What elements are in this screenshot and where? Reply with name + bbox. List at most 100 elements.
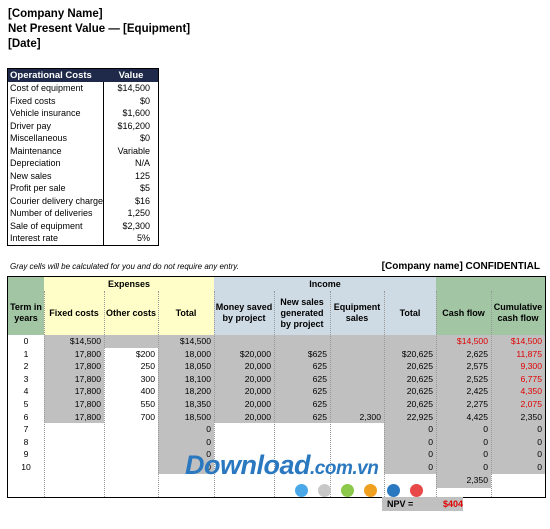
value-cell: 0 (384, 435, 436, 449)
value-cell: $14,500 (436, 335, 491, 348)
value-cell[interactable]: 250 (104, 360, 158, 373)
value-cell (44, 435, 104, 449)
value-cell: 0 (384, 461, 436, 474)
value-cell[interactable] (214, 461, 274, 474)
value-cell[interactable]: $200 (104, 347, 158, 361)
op-cost-value[interactable]: $2,300 (122, 220, 150, 231)
column-header: Cumulative cash flow (491, 291, 545, 335)
op-cost-value[interactable]: $0 (139, 133, 150, 143)
value-cell[interactable]: 20,000 (214, 372, 274, 386)
year-cell: 0 (8, 335, 44, 348)
op-cost-value[interactable]: $5 (139, 183, 150, 193)
value-cell: 0 (436, 435, 491, 449)
income-group-header: Income (214, 277, 436, 291)
value-cell[interactable] (330, 360, 384, 373)
value-cell[interactable]: 20,000 (214, 385, 274, 398)
value-cell[interactable]: 300 (104, 372, 158, 386)
value-cell: 20,625 (384, 398, 436, 411)
value-cell[interactable] (214, 448, 274, 461)
value-cell[interactable] (214, 423, 274, 436)
value-cell: 18,000 (158, 347, 214, 361)
value-cell[interactable]: 20,000 (214, 398, 274, 411)
value-cell[interactable] (214, 435, 274, 449)
value-cell: 2,350 (491, 410, 545, 424)
value-cell[interactable]: 700 (104, 410, 158, 424)
op-cost-row: Maintenance Variable (8, 144, 158, 157)
op-cost-value[interactable]: $14,500 (117, 83, 150, 93)
op-cost-value[interactable]: $1,600 (122, 108, 150, 118)
value-cell[interactable] (104, 448, 158, 461)
watermark: Download.com.vn (185, 450, 379, 481)
value-cell[interactable] (214, 335, 274, 348)
value-cell[interactable] (330, 448, 384, 461)
value-cell[interactable] (330, 385, 384, 398)
op-cost-label: Driver pay (8, 119, 104, 132)
value-cell[interactable]: 2,300 (330, 410, 384, 424)
value-cell[interactable] (104, 423, 158, 436)
year-cell: 6 (8, 410, 44, 424)
column-divider (104, 291, 105, 497)
op-cost-value[interactable]: 125 (134, 170, 150, 181)
value-cell: 625 (274, 398, 330, 411)
year-cell: 5 (8, 398, 44, 411)
value-cell[interactable] (104, 335, 158, 348)
value-cell[interactable]: $20,000 (214, 347, 274, 361)
watermark-domain: .com.vn (310, 458, 379, 479)
value-cell: 0 (158, 435, 214, 449)
value-cell: 18,100 (158, 372, 214, 386)
value-cell[interactable] (330, 398, 384, 411)
op-cost-value[interactable]: $16 (134, 195, 150, 206)
value-cell: 17,800 (44, 347, 104, 361)
column-header: Total (384, 291, 436, 335)
value-cell[interactable] (330, 461, 384, 474)
op-cost-value[interactable]: Variable (117, 145, 150, 156)
column-header: Term in years (8, 291, 44, 335)
column-header: New sales generated by project (274, 291, 330, 335)
value-cell: 0 (491, 448, 545, 461)
value-cell: 0 (158, 423, 214, 436)
value-cell[interactable] (330, 435, 384, 449)
value-cell (274, 435, 330, 449)
value-cell: 20,625 (384, 372, 436, 386)
op-cost-value[interactable]: 1,250 (127, 208, 150, 218)
column-divider (330, 291, 331, 497)
column-header: Equipment sales (330, 291, 384, 335)
op-cost-label: Sale of equipment (8, 219, 104, 232)
value-cell: 18,050 (158, 360, 214, 373)
op-cost-label: Vehicle insurance (8, 107, 104, 120)
op-cost-value[interactable]: N/A (134, 158, 150, 168)
value-cell[interactable]: 400 (104, 385, 158, 398)
cash-flow-total: 2,350 (436, 473, 491, 489)
column-header: Money saved by project (214, 291, 274, 335)
value-cell: 18,500 (158, 410, 214, 424)
op-cost-row: Profit per sale $5 (8, 182, 158, 195)
op-cost-value[interactable]: $0 (139, 95, 150, 106)
op-cost-label: Depreciation (8, 157, 104, 170)
op-cost-label: Maintenance (8, 144, 104, 157)
cashflow-group-blank (436, 277, 545, 291)
value-cell[interactable] (104, 435, 158, 449)
op-cost-value[interactable]: 5% (136, 233, 150, 243)
npv-grid: Expenses Income Term in years Fixed costs Ot… (7, 276, 546, 498)
value-cell[interactable]: 550 (104, 398, 158, 411)
value-cell[interactable] (104, 461, 158, 474)
value-cell[interactable]: 20,000 (214, 360, 274, 373)
header-value: Value (118, 70, 144, 81)
value-cell: 20,625 (384, 360, 436, 373)
value-cell: 0 (384, 423, 436, 436)
op-cost-value[interactable]: $16,200 (117, 120, 150, 131)
column-header: Cash flow (436, 291, 491, 335)
column-divider (44, 291, 45, 497)
value-cell[interactable] (330, 347, 384, 361)
value-cell[interactable] (330, 335, 384, 348)
value-cell[interactable] (330, 372, 384, 386)
column-divider (274, 291, 275, 497)
op-cost-row: Courier delivery charge $16 (8, 194, 158, 207)
watermark-dot (364, 484, 377, 497)
value-cell[interactable] (330, 423, 384, 436)
year-cell: 8 (8, 435, 44, 449)
value-cell[interactable]: 20,000 (214, 410, 274, 424)
value-cell: 2,425 (436, 385, 491, 398)
column-divider (158, 291, 159, 497)
watermark-main: Download (185, 450, 311, 480)
